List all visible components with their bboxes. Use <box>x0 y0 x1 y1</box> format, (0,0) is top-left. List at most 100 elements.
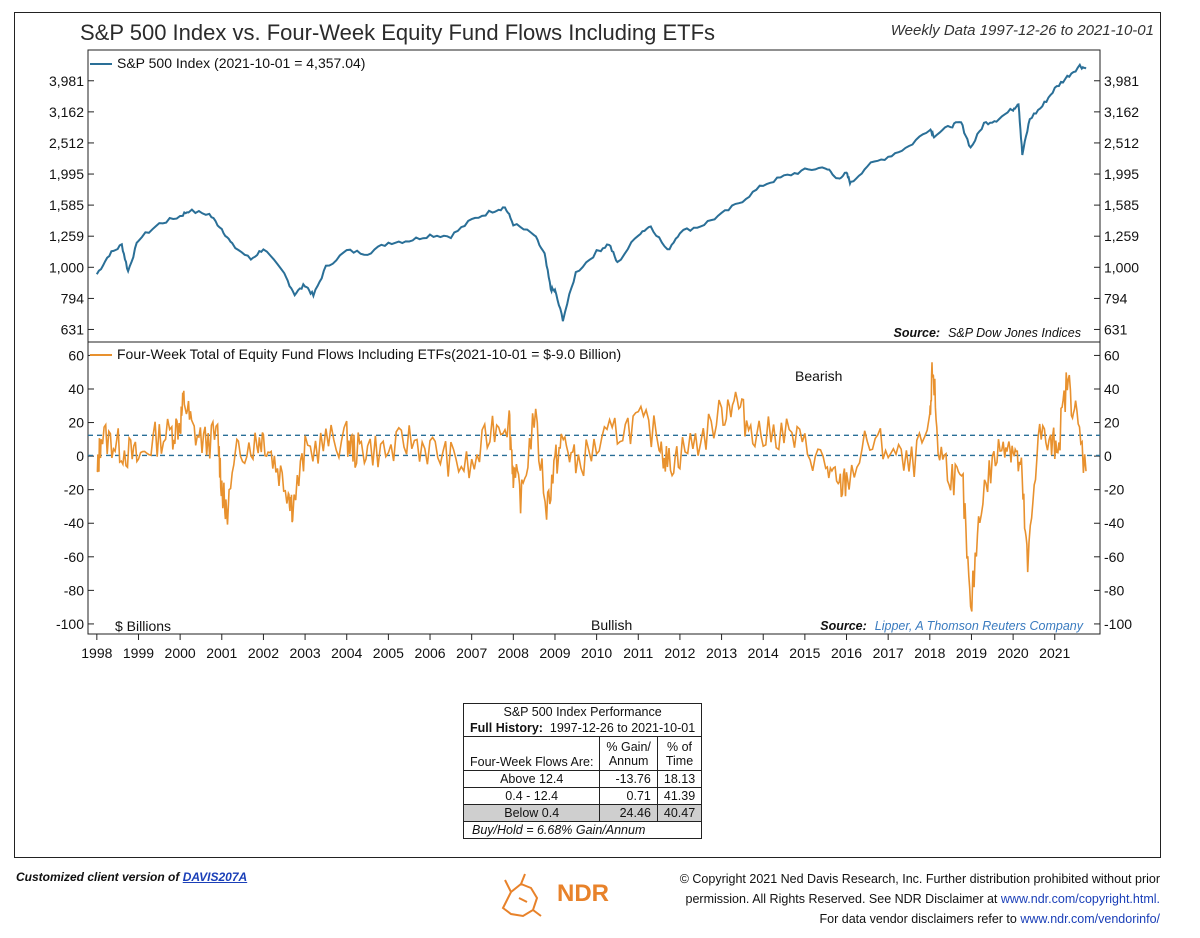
row-label: Below 0.4 <box>462 804 601 822</box>
flows-tick-label-right: 60 <box>1104 347 1120 363</box>
chart-title: S&P 500 Index vs. Four-Week Equity Fund … <box>80 20 716 45</box>
sp500-tick-label-right: 1,000 <box>1104 259 1139 275</box>
client-version-note: Customized client version of DAVIS207A <box>16 870 247 884</box>
copyright-line3: For data vendor disclaimers refer to www… <box>680 909 1160 929</box>
flows-source-label: Source: <box>820 619 867 633</box>
flows-panel-border <box>87 341 1101 635</box>
x-tick-label: 2010 <box>581 645 612 661</box>
sp500-tick-label-left: 794 <box>61 290 85 306</box>
flows-tick-label-left: 40 <box>68 381 84 397</box>
sp500-source: Source: S&P Dow Jones Indices <box>894 326 1081 340</box>
sp500-tick-label-left: 1,259 <box>49 228 84 244</box>
history-label: Full History: <box>470 721 543 735</box>
sp500-y-ticks: 3,981 3,981 3,162 3,162 2,512 2,512 1,995 1,995… <box>49 73 1139 338</box>
copyright-line2-text: permission. All Rights Reserved. See NDR… <box>685 892 998 906</box>
x-tick-label: 2013 <box>706 645 737 661</box>
ndr-bull-bear-logo <box>501 873 542 918</box>
copyright-line3-text: For data vendor disclaimers refer to <box>819 912 1017 926</box>
flows-source-name: Lipper, A Thomson Reuters Company <box>874 619 1083 633</box>
x-tick-label: 1999 <box>123 645 154 661</box>
x-axis: 1998 1999 2000 2001 2002 2003 2004 2005 2006 2007… <box>81 634 1071 661</box>
sp500-tick-label-right: 1,259 <box>1104 228 1139 244</box>
sp500-tick-label-right: 1,995 <box>1104 166 1139 182</box>
flows-legend: Four-Week Total of Equity Fund Flows Inc… <box>117 346 622 362</box>
client-version-text: Customized client version of <box>16 870 180 884</box>
table-row: 0.4 - 12.4 0.71 41.39 <box>462 787 703 805</box>
sp500-tick-label-left: 3,981 <box>49 73 84 89</box>
buy-hold: Buy/Hold = 6.68% Gain/Annum <box>462 821 703 839</box>
row-gain: 0.71 <box>599 787 658 805</box>
x-tick-label: 2021 <box>1039 645 1070 661</box>
row-time: 41.39 <box>656 787 703 805</box>
sp500-source-name: S&P Dow Jones Indices <box>948 326 1081 340</box>
row-gain: 24.46 <box>599 804 658 822</box>
flows-tick-label-left: -20 <box>64 482 84 498</box>
sp500-series-line <box>95 62 1087 322</box>
history-range: 1997-12-26 to 2021-10-01 <box>549 721 696 735</box>
sp500-tick-label-left: 1,585 <box>49 197 84 213</box>
bear-icon <box>504 873 542 917</box>
table-row: Above 12.4 -13.76 18.13 <box>462 770 703 788</box>
table-row: Below 0.4 24.46 40.47 <box>462 804 703 822</box>
sp500-tick-label-left: 1,995 <box>49 166 84 182</box>
sp500-tick-label-left: 631 <box>61 321 85 337</box>
copyright-line1: © Copyright 2021 Ned Davis Research, Inc… <box>679 872 1160 886</box>
sp500-tick-label-right: 794 <box>1104 290 1128 306</box>
sp500-tick-label-right: 2,512 <box>1104 135 1139 151</box>
gain-header-line2: Annum <box>608 753 649 768</box>
x-tick-label: 2015 <box>789 645 820 661</box>
vendor-info-link[interactable]: www.ndr.com/vendorinfo/ <box>1020 912 1160 926</box>
x-tick-label: 2003 <box>290 645 321 661</box>
x-tick-label: 2007 <box>456 645 487 661</box>
x-tick-label: 2000 <box>165 645 196 661</box>
table-title: S&P 500 Index Performance <box>462 703 703 720</box>
performance-table: S&P 500 Index Performance Full History: … <box>462 703 703 839</box>
table-header-row: Four-Week Flows Are: % Gain/Annum % of Ti… <box>462 736 703 771</box>
flows-tick-label-right: 0 <box>1104 448 1112 464</box>
client-version-link[interactable]: DAVIS207A <box>182 870 248 884</box>
x-tick-label: 2016 <box>831 645 862 661</box>
copyright-notice: © Copyright 2021 Ned Davis Research, Inc… <box>680 869 1160 929</box>
sp500-tick-label-left: 2,512 <box>49 135 84 151</box>
row-gain: -13.76 <box>599 770 658 788</box>
bullish-annotation: Bullish <box>591 617 633 633</box>
copyright-link[interactable]: www.ndr.com/copyright.html. <box>1000 892 1160 906</box>
gain-column-header: % Gain/Annum <box>599 736 658 771</box>
panel-frames <box>87 49 1101 635</box>
x-tick-label: 2005 <box>373 645 404 661</box>
flows-tick-label-right: -20 <box>1104 482 1124 498</box>
x-tick-label: 2006 <box>414 645 445 661</box>
buy-hold-row: Buy/Hold = 6.68% Gain/Annum <box>462 821 703 839</box>
flows-tick-label-right: -60 <box>1104 549 1124 565</box>
flows-tick-label-right: 20 <box>1104 415 1120 431</box>
sp500-tick-label-right: 1,585 <box>1104 197 1139 213</box>
time-column-header: % of Time <box>656 736 703 771</box>
x-tick-label: 2009 <box>539 645 570 661</box>
flows-y-ticks: 60 60 40 40 20 20 0 0 -20 -20 -40 -40 -60 -60 -80 -80 -1… <box>56 347 1132 632</box>
flows-tick-label-right: 40 <box>1104 381 1120 397</box>
x-tick-label: 1998 <box>81 645 112 661</box>
row-label: Above 12.4 <box>462 770 601 788</box>
sp500-tick-label-right: 631 <box>1104 321 1128 337</box>
time-header-line2: Time <box>665 753 694 768</box>
x-tick-label: 2012 <box>664 645 695 661</box>
sp500-source-label: Source: <box>893 326 941 340</box>
date-range: Weekly Data 1997-12-26 to 2021-10-01 <box>890 22 1154 39</box>
gain-header-line1: % Gain/ <box>606 739 651 754</box>
sp500-tick-label-left: 3,162 <box>49 104 84 120</box>
sp500-tick-label-left: 1,000 <box>49 259 84 275</box>
ndr-logo-text: NDR <box>557 880 609 907</box>
sp500-legend: S&P 500 Index (2021-10-01 = 4,357.04) <box>117 55 366 71</box>
row-label: 0.4 - 12.4 <box>462 787 601 805</box>
x-tick-label: 2002 <box>248 645 279 661</box>
x-tick-label: 2011 <box>623 645 653 661</box>
row-time: 18.13 <box>656 770 703 788</box>
flows-tick-label-left: -80 <box>64 582 84 598</box>
table-history: Full History: 1997-12-26 to 2021-10-01 <box>462 720 703 737</box>
bull-icon <box>501 882 539 918</box>
flows-tick-label-left: 60 <box>68 347 84 363</box>
flows-source: Source: Lipper, A Thomson Reuters Company <box>820 619 1083 633</box>
sp500-panel-border <box>87 49 1101 343</box>
x-tick-label: 2014 <box>748 645 779 661</box>
x-tick-label: 2017 <box>873 645 904 661</box>
